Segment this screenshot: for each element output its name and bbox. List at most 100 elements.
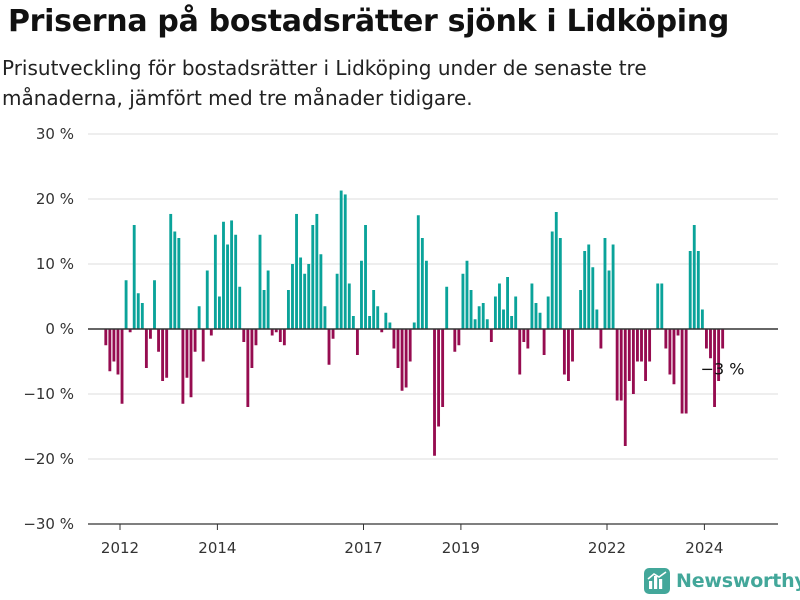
y-tick-label: −10 % xyxy=(23,385,74,403)
bar xyxy=(481,303,485,329)
bar xyxy=(627,329,631,381)
bar xyxy=(140,303,144,329)
bar xyxy=(583,251,587,329)
bar xyxy=(396,329,400,368)
bar xyxy=(498,283,501,329)
bar xyxy=(599,329,603,349)
bar xyxy=(173,231,177,329)
bar xyxy=(258,234,262,329)
y-tick-label: 20 % xyxy=(36,190,74,208)
bar xyxy=(705,329,708,349)
bar xyxy=(295,213,298,329)
bar xyxy=(510,316,514,329)
tick-labels: 30 % 20 % 10 % 0 % −10 % −20 % −30 % 2012 2014 20… xyxy=(23,125,723,557)
latest-value-annotation: −3 % xyxy=(701,360,745,379)
bar xyxy=(230,220,234,329)
bar xyxy=(461,273,465,329)
bar xyxy=(149,329,152,339)
x-tick-label: 2019 xyxy=(442,539,480,557)
bar xyxy=(579,290,583,329)
bar xyxy=(550,231,554,329)
bar xyxy=(692,225,696,329)
y-tick-label: −20 % xyxy=(23,450,74,468)
bar xyxy=(526,329,530,349)
bar xyxy=(416,215,420,329)
bar xyxy=(193,329,197,352)
bar xyxy=(713,329,716,407)
bar xyxy=(522,329,526,342)
bar xyxy=(567,329,570,381)
bar xyxy=(364,225,367,329)
x-tick-label: 2017 xyxy=(344,539,382,557)
grid-lines xyxy=(88,133,778,460)
axes xyxy=(88,328,778,530)
bar xyxy=(420,238,424,329)
bar xyxy=(331,329,335,339)
bar xyxy=(197,306,201,329)
bar xyxy=(355,329,359,355)
bar xyxy=(518,329,522,375)
bar xyxy=(157,329,160,352)
bar xyxy=(319,254,323,329)
bar xyxy=(372,290,376,329)
bar xyxy=(619,329,623,401)
bar xyxy=(607,270,611,329)
bar xyxy=(335,273,339,329)
bar xyxy=(128,329,132,333)
bar xyxy=(153,280,156,329)
bar xyxy=(323,306,327,329)
bar xyxy=(445,286,449,329)
bar xyxy=(404,329,408,388)
bar xyxy=(282,329,286,346)
bar xyxy=(181,329,185,404)
bar xyxy=(104,329,108,346)
bar xyxy=(469,290,473,329)
x-tick-label: 2024 xyxy=(685,539,723,557)
bar xyxy=(303,273,307,329)
bar xyxy=(177,238,181,329)
bar xyxy=(384,312,388,329)
bar xyxy=(209,329,213,336)
bar xyxy=(530,283,534,329)
bar xyxy=(291,264,294,329)
bar xyxy=(615,329,619,401)
bar xyxy=(473,319,477,329)
bar xyxy=(315,213,319,329)
bar xyxy=(696,251,700,329)
bar xyxy=(640,329,643,362)
bar xyxy=(538,312,542,329)
bar xyxy=(477,306,481,329)
bar xyxy=(254,329,258,346)
bar xyxy=(660,283,664,329)
bar xyxy=(542,329,546,355)
bar xyxy=(116,329,120,375)
bar xyxy=(721,329,725,349)
bar xyxy=(132,225,136,329)
bar xyxy=(262,290,266,329)
y-tick-label: −30 % xyxy=(23,515,74,533)
bar xyxy=(376,306,380,329)
bar xyxy=(201,329,205,362)
bar xyxy=(189,329,193,398)
bar xyxy=(124,280,128,329)
bar xyxy=(603,238,607,329)
bar xyxy=(457,329,461,346)
bar xyxy=(688,251,692,329)
bar xyxy=(453,329,457,352)
bar xyxy=(120,329,124,404)
bar xyxy=(368,316,372,329)
bar xyxy=(278,329,282,342)
bar xyxy=(485,319,489,329)
x-tick-label: 2022 xyxy=(588,539,626,557)
y-tick-label: 30 % xyxy=(36,125,74,143)
chart-title: Priserna på bostadsrätter sjönk i Lidköp… xyxy=(8,4,729,39)
bar xyxy=(222,221,225,329)
bar xyxy=(700,309,704,329)
bar xyxy=(388,322,392,329)
bar xyxy=(648,329,652,362)
x-tick-label: 2014 xyxy=(198,539,236,557)
bar xyxy=(307,264,311,329)
bar xyxy=(680,329,684,414)
bar xyxy=(392,329,396,349)
